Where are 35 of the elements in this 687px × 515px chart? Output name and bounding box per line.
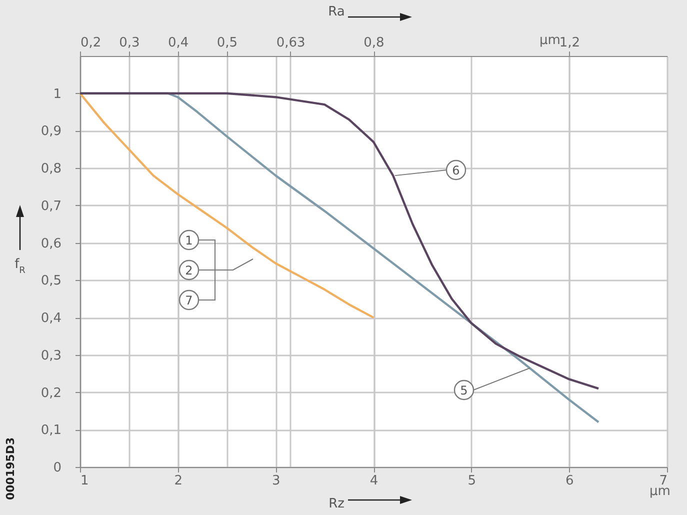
x2-tick-label: 0,8 [364, 36, 384, 50]
y-tick-label: 0,9 [40, 124, 62, 140]
annotation: 5 [460, 384, 468, 398]
y-tick-label: 0,5 [40, 274, 62, 289]
text: 000195D3 [4, 437, 17, 500]
y-axis-title: f$_{R}$ [14, 257, 26, 276]
text: µm [540, 33, 560, 48]
x-tick-label: 2 [174, 474, 182, 488]
annotation: 6 [452, 164, 460, 178]
y-tick-label: 0,1 [40, 423, 62, 438]
x2-tick-label: 1,2 [559, 36, 580, 50]
y-tick-label: 0,4 [40, 311, 62, 326]
x-axis-title: Rz [328, 496, 345, 512]
x2-tick-label: 0,3 [119, 36, 140, 50]
x-tick-label: 4 [370, 474, 378, 488]
x-tick-label: 6 [566, 474, 574, 488]
annotation: 7 [185, 294, 193, 308]
x-tick-label: 5 [468, 474, 476, 488]
y-tick-label: 0,2 [40, 386, 62, 401]
line-series [78, 92, 375, 319]
x2-tick-label: 0,5 [216, 36, 238, 50]
x-tick-label: 3 [272, 474, 280, 488]
y-tick-label: 1 [53, 86, 62, 102]
x2-tick-label: 0,2 [80, 36, 102, 50]
x2-axis-title: Ra [328, 4, 345, 20]
x2-tick-label: 0,63 [276, 36, 306, 50]
y-tick-label: 0 [53, 460, 62, 476]
y-tick-label: 0,7 [40, 198, 62, 214]
x-tick-label: 1 [80, 474, 89, 488]
annotation: 2 [185, 264, 193, 278]
y-tick-label: 0,8 [40, 162, 62, 177]
annotation: 1 [185, 234, 193, 248]
x2-tick-label: 0,4 [168, 36, 189, 50]
y-tick-label: 0,3 [40, 348, 62, 364]
y-tick-label: 0,6 [40, 236, 62, 252]
